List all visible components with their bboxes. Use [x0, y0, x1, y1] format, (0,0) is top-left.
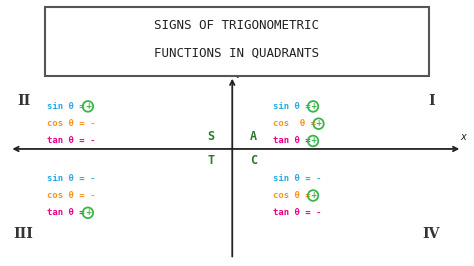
- Text: cos  θ =: cos θ =: [273, 119, 316, 128]
- Text: I: I: [428, 94, 435, 108]
- Text: cos θ = -: cos θ = -: [47, 119, 96, 128]
- Text: FUNCTIONS IN QUADRANTS: FUNCTIONS IN QUADRANTS: [155, 47, 319, 60]
- Text: II: II: [17, 94, 30, 108]
- Text: sin θ = -: sin θ = -: [47, 174, 96, 183]
- Text: cos θ =: cos θ =: [273, 191, 310, 200]
- Text: +: +: [310, 102, 316, 111]
- Text: sin θ = -: sin θ = -: [273, 174, 321, 183]
- Text: S: S: [207, 131, 215, 143]
- Text: III: III: [14, 227, 34, 241]
- Text: T: T: [207, 155, 215, 167]
- Text: tan θ = -: tan θ = -: [47, 136, 96, 146]
- Text: cos θ = -: cos θ = -: [47, 191, 96, 200]
- Text: sin θ =: sin θ =: [47, 102, 85, 111]
- Text: SIGNS OF TRIGONOMETRIC: SIGNS OF TRIGONOMETRIC: [155, 19, 319, 32]
- Text: x: x: [461, 132, 466, 142]
- Text: +: +: [310, 136, 316, 146]
- Text: +: +: [310, 191, 316, 200]
- Text: sin θ =: sin θ =: [273, 102, 310, 111]
- Text: C: C: [250, 155, 257, 167]
- Text: tan θ =: tan θ =: [273, 136, 310, 146]
- Text: IV: IV: [423, 227, 440, 241]
- Text: y: y: [237, 68, 242, 78]
- Text: tan θ =: tan θ =: [47, 208, 85, 217]
- Text: +: +: [85, 208, 91, 217]
- Text: +: +: [85, 102, 91, 111]
- Text: A: A: [250, 131, 257, 143]
- Text: +: +: [315, 119, 322, 128]
- FancyBboxPatch shape: [45, 7, 429, 76]
- Text: tan θ = -: tan θ = -: [273, 208, 321, 217]
